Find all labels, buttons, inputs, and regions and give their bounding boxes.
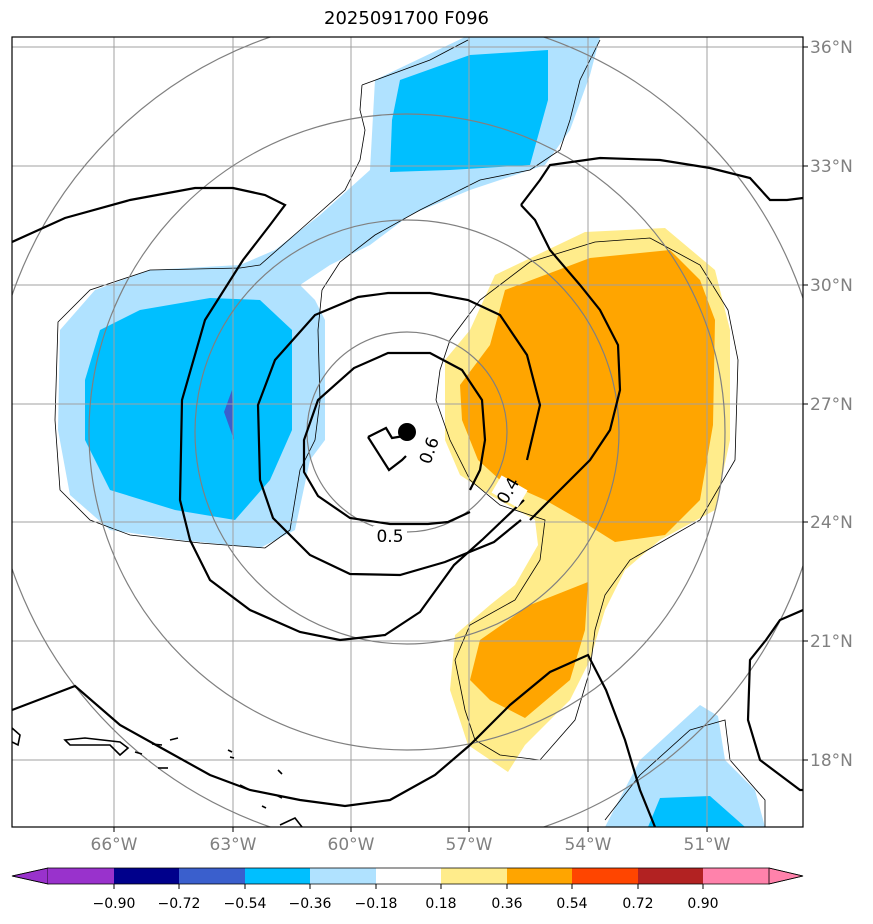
map-title: 2025091700 F096 — [324, 8, 489, 29]
colorbar-swatch — [572, 868, 638, 884]
lat-lon-grid — [12, 37, 803, 827]
colorbar-tick-label: −0.54 — [224, 896, 267, 912]
lon-label: 66°W — [91, 835, 138, 855]
colorbar-tick-label: −0.36 — [289, 896, 332, 912]
colorbar-overflow-swatch — [768, 867, 804, 885]
lon-label: 57°W — [446, 835, 493, 855]
lat-label: 24°N — [810, 513, 853, 533]
colorbar-swatch — [376, 868, 441, 884]
contour-labels: 0.6 0.4 0.5 — [373, 435, 528, 547]
colorbar-swatch — [179, 868, 245, 884]
lon-label: 54°W — [565, 835, 612, 855]
colorbar-tick-label: 0.36 — [491, 896, 522, 912]
colorbar-swatch — [703, 868, 769, 884]
colorbar-underflow-swatch — [11, 867, 49, 885]
latitude-labels: 36°N 33°N 30°N 27°N 24°N 21°N 18°N — [810, 38, 853, 771]
lat-label: 33°N — [810, 157, 853, 177]
colorbar-tick-label: −0.72 — [158, 896, 201, 912]
colorbar-swatch — [48, 868, 114, 884]
range-rings — [12, 37, 803, 827]
lon-label: 63°W — [210, 835, 257, 855]
colorbar-tick-label: 0.54 — [556, 896, 587, 912]
colorbar-swatch — [310, 868, 376, 884]
lat-label: 30°N — [810, 276, 853, 296]
colorbar: −0.90 −0.72 −0.54 −0.36 −0.18 0.18 0.36 … — [11, 867, 804, 912]
colorbar-swatch — [245, 868, 310, 884]
axis-tick-marks — [113, 46, 808, 832]
colorbar-swatch — [638, 868, 703, 884]
colorbar-tick-label: −0.18 — [355, 896, 398, 912]
lat-label: 27°N — [810, 395, 853, 415]
thickness-contours — [12, 156, 803, 827]
colorbar-tick-label: 0.90 — [687, 896, 718, 912]
lon-label: 60°W — [328, 835, 375, 855]
storm-center-marker — [398, 423, 416, 441]
lon-label: 51°W — [684, 835, 731, 855]
colorbar-tick-label: 0.72 — [622, 896, 653, 912]
map-plot-area: 0.6 0.4 0.5 — [12, 37, 803, 827]
colorbar-tick-label: −0.90 — [93, 896, 136, 912]
colorbar-swatch — [114, 868, 179, 884]
lat-label: 18°N — [810, 751, 853, 771]
map-frame — [11, 36, 804, 828]
colorbar-swatch — [441, 868, 507, 884]
colorbar-swatch — [507, 868, 572, 884]
colorbar-tick-label: 0.18 — [425, 896, 456, 912]
lat-label: 21°N — [810, 632, 853, 652]
lat-label: 36°N — [810, 38, 853, 58]
contour-label-0-5: 0.5 — [376, 527, 403, 547]
coastline-islands — [12, 727, 303, 827]
longitude-labels: 66°W 63°W 60°W 57°W 54°W 51°W — [91, 835, 731, 855]
